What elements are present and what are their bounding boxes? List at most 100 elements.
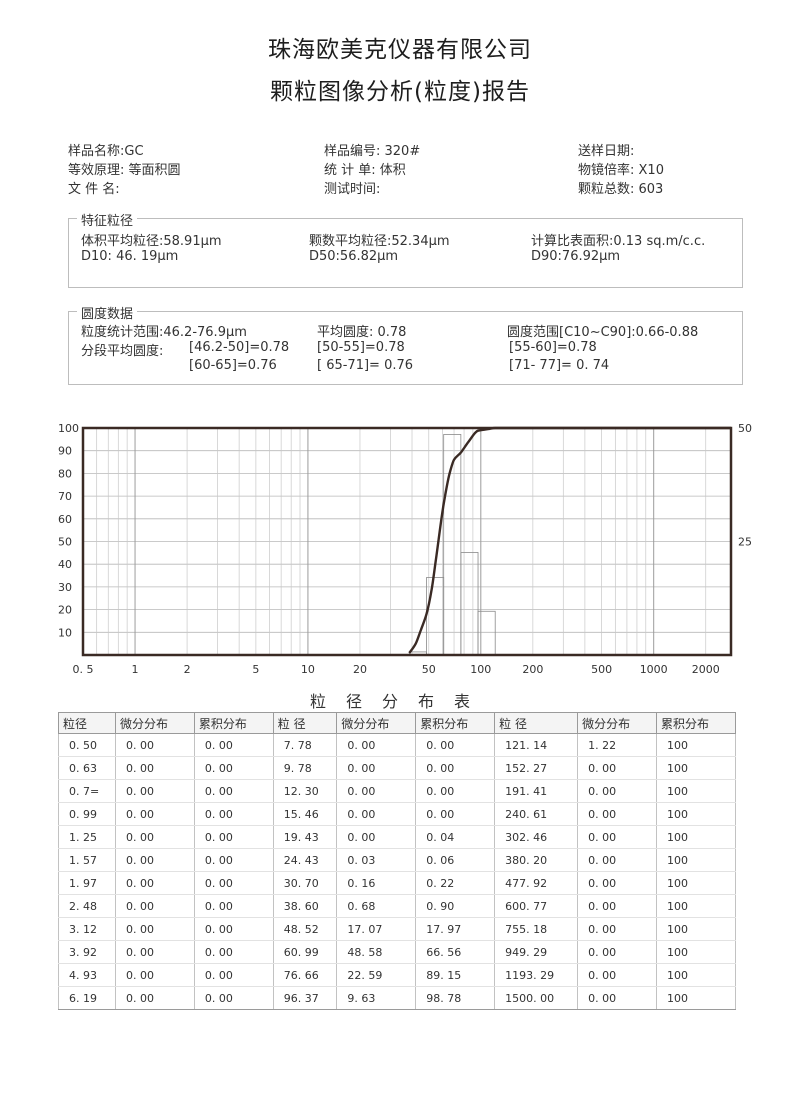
info-column-3: 送样日期: 物镜倍率: X10 颗粒总数: 603 bbox=[578, 142, 664, 199]
segment-4: [60-65]=0.76 bbox=[189, 358, 277, 373]
table-cell: 0. 06 bbox=[415, 848, 496, 872]
table-cell: 0. 00 bbox=[415, 802, 496, 826]
table-cell: 0. 00 bbox=[577, 963, 658, 987]
x-axis-labels: 0. 5 1 2 5 10 20 50 100 200 500 1000 2000 bbox=[73, 663, 720, 676]
table-cell: 477. 92 bbox=[494, 871, 579, 895]
column-header: 微分分布 bbox=[115, 712, 195, 734]
table-cell: 0. 00 bbox=[193, 733, 274, 757]
x-tick-label: 2000 bbox=[692, 663, 720, 676]
right-axis-labels: 50 25 bbox=[738, 422, 752, 549]
segment-6: [71- 77]= 0. 74 bbox=[509, 358, 610, 373]
y-left-tick-label: 90 bbox=[58, 445, 72, 458]
table-cell: 0. 00 bbox=[336, 779, 417, 803]
table-cell: 12. 30 bbox=[272, 779, 338, 803]
table-row: 3. 12 0. 00 0. 00 48. 52 17. 07 17. 97 755. 18… bbox=[57, 917, 736, 941]
table-cell: 1. 97 bbox=[57, 871, 117, 895]
roundness-range: 粒度统计范围:46.2-76.9μm bbox=[81, 325, 247, 340]
roundness-box: 圆度数据 粒度统计范围:46.2-76.9μm 平均圆度: 0.78 圆度范围[… bbox=[68, 303, 743, 385]
cumulative-curve bbox=[408, 426, 731, 654]
table-cell: 0. 68 bbox=[336, 894, 417, 918]
table-cell: 121. 14 bbox=[494, 733, 579, 757]
table-cell: 0. 00 bbox=[415, 779, 496, 803]
table-row: 1. 57 0. 00 0. 00 24. 43 0. 03 0. 06 380. 20 0.… bbox=[57, 848, 736, 872]
column-header: 微分分布 bbox=[577, 712, 658, 734]
table-cell: 30. 70 bbox=[272, 871, 338, 895]
volume-mean: 体积平均粒径:58.91μm bbox=[81, 234, 222, 249]
y-left-tick-label: 40 bbox=[58, 558, 72, 571]
table-cell: 0. 00 bbox=[115, 894, 195, 918]
d50-value: D50:56.82μm bbox=[309, 249, 399, 264]
table-cell: 24. 43 bbox=[272, 848, 338, 872]
column-header: 微分分布 bbox=[336, 712, 417, 734]
number-mean: 颗数平均粒径:52.34μm bbox=[309, 234, 450, 249]
table-cell: 100 bbox=[656, 871, 736, 895]
table-row: 1. 97 0. 00 0. 00 30. 70 0. 16 0. 22 477. 92 0.… bbox=[57, 871, 736, 895]
table-cell: 48. 52 bbox=[272, 917, 338, 941]
info-column-2: 样品编号: 320# 统 计 单: 体积 测试时间: bbox=[324, 142, 420, 199]
table-cell: 1. 57 bbox=[57, 848, 117, 872]
table-row: 0. 7= 0. 00 0. 00 12. 30 0. 00 0. 00 191. 41 0.… bbox=[57, 779, 736, 803]
x-tick-label: 1000 bbox=[640, 663, 668, 676]
table-row: 0. 50 0. 00 0. 00 7. 78 0. 00 0. 00 121. 14 1. … bbox=[57, 733, 736, 757]
table-cell: 0. 00 bbox=[577, 825, 658, 849]
magnification: 物镜倍率: X10 bbox=[578, 163, 664, 178]
table-cell: 17. 07 bbox=[336, 917, 417, 941]
table-title: 粒径分布表 bbox=[309, 692, 490, 711]
table-cell: 0. 00 bbox=[577, 940, 658, 964]
y-left-tick-label: 80 bbox=[58, 467, 72, 480]
table-cell: 100 bbox=[656, 848, 736, 872]
average-roundness: 平均圆度: 0.78 bbox=[317, 325, 407, 340]
test-time: 测试时间: bbox=[324, 182, 381, 197]
roundness-c10-c90: 圆度范围[C10~C90]:0.66-0.88 bbox=[507, 325, 699, 340]
table-cell: 0. 00 bbox=[577, 756, 658, 780]
table-cell: 0. 00 bbox=[115, 733, 195, 757]
principle: 等效原理: 等面积圆 bbox=[68, 163, 181, 178]
segment-3: [55-60]=0.78 bbox=[509, 340, 597, 355]
feature-box-title: 特征粒径 bbox=[77, 210, 138, 229]
table-cell: 9. 78 bbox=[272, 756, 338, 780]
table-cell: 0. 00 bbox=[193, 802, 274, 826]
sample-no: 样品编号: 320# bbox=[324, 144, 421, 159]
table-cell: 0. 00 bbox=[193, 940, 274, 964]
table-cell: 0. 00 bbox=[115, 802, 195, 826]
table-cell: 19. 43 bbox=[272, 825, 338, 849]
send-date: 送样日期: bbox=[578, 144, 635, 159]
table-cell: 0. 03 bbox=[336, 848, 417, 872]
stat-unit: 统 计 单: 体积 bbox=[324, 163, 406, 178]
table-cell: 0. 04 bbox=[415, 825, 496, 849]
total-particles: 颗粒总数: 603 bbox=[578, 182, 664, 197]
table-cell: 0. 00 bbox=[193, 963, 274, 987]
table-cell: 0. 00 bbox=[415, 756, 496, 780]
table-row: 6. 19 0. 00 0. 00 96. 37 9. 63 98. 78 1500. 00… bbox=[57, 986, 736, 1010]
table-cell: 60. 99 bbox=[272, 940, 338, 964]
table-cell: 0. 00 bbox=[336, 733, 417, 757]
specific-surface-area: 计算比表面积:0.13 sq.m/c.c. bbox=[531, 234, 706, 249]
table-cell: 0. 00 bbox=[115, 779, 195, 803]
x-tick-label: 50 bbox=[422, 663, 436, 676]
column-header: 粒径 bbox=[57, 712, 117, 734]
table-cell: 0. 00 bbox=[115, 756, 195, 780]
table-header-row: 粒径 微分分布 累积分布粒 径微分分布 累积分布粒 径微分分布 累积分布 bbox=[57, 712, 736, 734]
segment-2: [50-55]=0.78 bbox=[317, 340, 405, 355]
table-cell: 100 bbox=[656, 940, 736, 964]
table-cell: 0. 00 bbox=[115, 871, 195, 895]
table-cell: 0. 99 bbox=[57, 802, 117, 826]
table-cell: 1193. 29 bbox=[494, 963, 579, 987]
table-cell: 0. 00 bbox=[336, 825, 417, 849]
table-cell: 0. 00 bbox=[115, 825, 195, 849]
table-cell: 0. 00 bbox=[577, 986, 658, 1010]
table-cell: 600. 77 bbox=[494, 894, 579, 918]
table-row: 2. 48 0. 00 0. 00 38. 60 0. 68 0. 90 600. 77 0.… bbox=[57, 894, 736, 918]
table-cell: 191. 41 bbox=[494, 779, 579, 803]
distribution-table: 粒径 微分分布 累积分布粒 径微分分布 累积分布粒 径微分分布 累积分布 0. 50 0.… bbox=[57, 712, 736, 1010]
x-tick-label: 1 bbox=[132, 663, 139, 676]
table-cell: 0. 00 bbox=[336, 802, 417, 826]
x-tick-label: 500 bbox=[591, 663, 612, 676]
x-tick-label: 100 bbox=[470, 663, 491, 676]
column-header: 累积分布 bbox=[415, 712, 496, 734]
table-cell: 0. 00 bbox=[193, 917, 274, 941]
table-cell: 38. 60 bbox=[272, 894, 338, 918]
table-cell: 0. 00 bbox=[577, 848, 658, 872]
company-title: 珠海欧美克仪器有限公司 bbox=[268, 37, 532, 63]
